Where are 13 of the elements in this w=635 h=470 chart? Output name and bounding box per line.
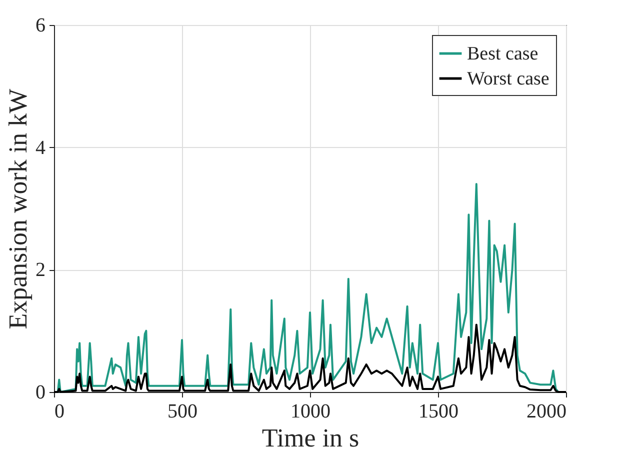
- y-tick-label: 0: [36, 382, 46, 404]
- x-tick-label: 0: [54, 400, 64, 422]
- legend-label: Best case: [467, 44, 538, 64]
- y-tick-label: 6: [36, 14, 46, 36]
- y-tick-label: 4: [36, 136, 46, 159]
- x-tick-label: 1500: [418, 400, 458, 422]
- y-tick-label: 2: [36, 259, 46, 282]
- x-axis-title: Time in s: [262, 424, 360, 452]
- x-tick-label: 1000: [290, 400, 330, 422]
- y-axis-title: Expansion work in kW: [4, 88, 32, 330]
- x-tick-label: 500: [168, 400, 198, 422]
- x-tick-label: 2000: [526, 400, 566, 422]
- legend-label: Worst case: [467, 68, 550, 90]
